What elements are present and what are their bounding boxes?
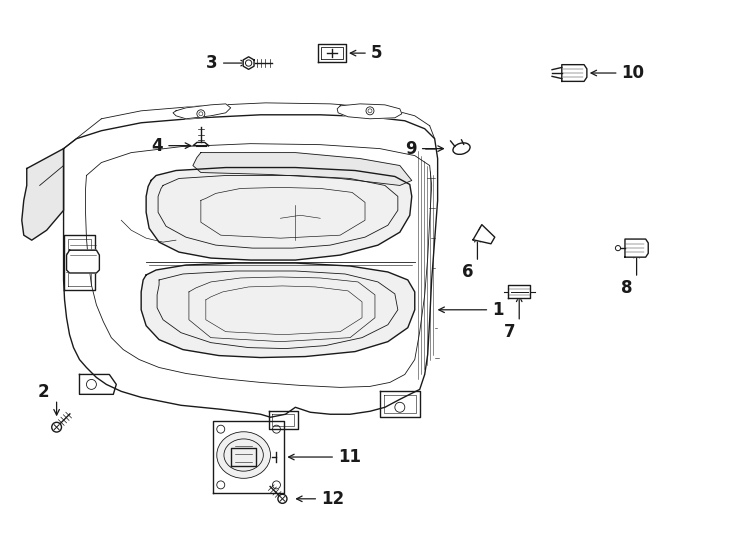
- Text: 1: 1: [493, 301, 504, 319]
- Circle shape: [51, 422, 62, 432]
- Text: 6: 6: [462, 263, 473, 281]
- Circle shape: [615, 246, 620, 251]
- Polygon shape: [141, 263, 415, 357]
- Polygon shape: [508, 285, 530, 299]
- Circle shape: [217, 425, 225, 433]
- Ellipse shape: [453, 143, 470, 154]
- Circle shape: [395, 402, 405, 412]
- Text: 9: 9: [405, 140, 417, 158]
- Circle shape: [197, 110, 205, 118]
- Text: 4: 4: [151, 137, 163, 154]
- Text: 12: 12: [321, 490, 344, 508]
- Polygon shape: [173, 104, 230, 119]
- Text: 7: 7: [504, 323, 515, 341]
- Polygon shape: [337, 104, 401, 119]
- Text: 10: 10: [622, 64, 644, 82]
- Circle shape: [87, 380, 96, 389]
- Text: 8: 8: [621, 279, 633, 297]
- Polygon shape: [243, 57, 254, 69]
- Polygon shape: [562, 65, 587, 82]
- Polygon shape: [473, 225, 495, 244]
- Circle shape: [366, 107, 374, 115]
- Text: 3: 3: [206, 54, 218, 72]
- Polygon shape: [625, 239, 648, 257]
- Ellipse shape: [217, 432, 271, 478]
- Circle shape: [272, 481, 280, 489]
- Polygon shape: [146, 167, 412, 260]
- Polygon shape: [193, 153, 412, 185]
- Text: 11: 11: [338, 448, 361, 466]
- Text: 5: 5: [371, 44, 382, 62]
- Circle shape: [217, 481, 225, 489]
- Polygon shape: [193, 143, 208, 146]
- Text: 2: 2: [38, 383, 49, 401]
- Polygon shape: [67, 250, 99, 273]
- Circle shape: [278, 494, 287, 503]
- Circle shape: [272, 425, 280, 433]
- Polygon shape: [22, 148, 64, 240]
